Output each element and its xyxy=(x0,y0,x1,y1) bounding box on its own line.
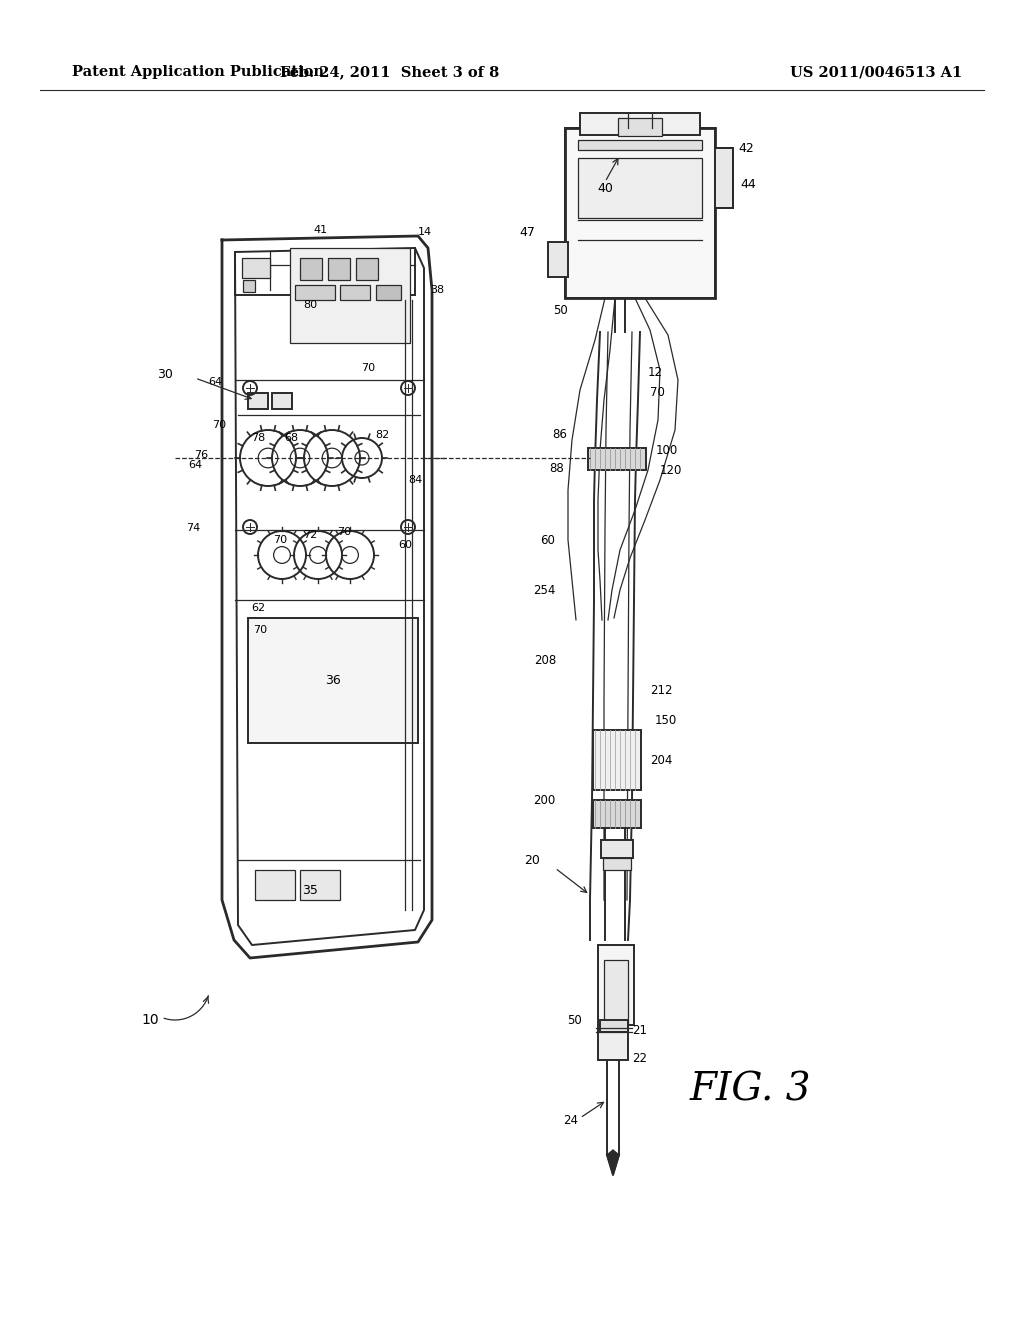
Text: 12: 12 xyxy=(648,366,663,379)
Text: 254: 254 xyxy=(534,583,556,597)
Bar xyxy=(243,280,255,292)
Text: 60: 60 xyxy=(398,540,412,550)
Bar xyxy=(328,257,350,280)
Text: 70: 70 xyxy=(253,624,267,635)
Bar xyxy=(578,158,702,218)
Bar xyxy=(580,114,700,135)
Text: 64: 64 xyxy=(187,459,202,470)
Text: 21: 21 xyxy=(632,1023,647,1036)
Bar xyxy=(356,257,378,280)
Text: Feb. 24, 2011  Sheet 3 of 8: Feb. 24, 2011 Sheet 3 of 8 xyxy=(281,65,500,79)
Text: 42: 42 xyxy=(738,141,754,154)
Text: 84: 84 xyxy=(408,475,422,484)
Bar xyxy=(593,800,641,828)
Text: 78: 78 xyxy=(251,433,265,444)
Text: 36: 36 xyxy=(326,673,341,686)
Text: 40: 40 xyxy=(597,181,613,194)
Text: Patent Application Publication: Patent Application Publication xyxy=(72,65,324,79)
Text: 150: 150 xyxy=(655,714,677,726)
Text: 50: 50 xyxy=(553,304,568,317)
Text: 204: 204 xyxy=(650,754,673,767)
Text: 24: 24 xyxy=(563,1114,578,1126)
Bar xyxy=(593,730,641,789)
Bar xyxy=(601,840,633,858)
Bar xyxy=(600,1020,628,1032)
Text: 47: 47 xyxy=(519,226,535,239)
Bar xyxy=(376,285,401,300)
Text: FIG. 3: FIG. 3 xyxy=(690,1072,811,1109)
Text: 60: 60 xyxy=(540,533,555,546)
Bar xyxy=(548,242,568,277)
Text: 76: 76 xyxy=(194,450,208,459)
Bar xyxy=(290,248,410,343)
Text: 35: 35 xyxy=(302,883,317,896)
Bar xyxy=(242,257,270,279)
Text: 20: 20 xyxy=(524,854,540,866)
Bar xyxy=(603,858,631,870)
Text: 30: 30 xyxy=(157,368,173,381)
Text: 38: 38 xyxy=(430,285,444,294)
Bar xyxy=(255,870,295,900)
Text: 88: 88 xyxy=(549,462,564,474)
Text: 62: 62 xyxy=(251,603,265,612)
Bar xyxy=(618,117,662,136)
Text: 80: 80 xyxy=(303,300,317,310)
Text: 200: 200 xyxy=(532,793,555,807)
Text: US 2011/0046513 A1: US 2011/0046513 A1 xyxy=(790,65,963,79)
Bar xyxy=(248,393,268,409)
Text: 72: 72 xyxy=(303,531,317,540)
Bar xyxy=(598,1026,628,1060)
Bar xyxy=(295,285,335,300)
Bar xyxy=(715,148,733,209)
Bar xyxy=(604,960,628,1026)
Text: 68: 68 xyxy=(284,433,298,444)
Bar xyxy=(248,618,418,743)
Text: 22: 22 xyxy=(632,1052,647,1064)
Text: 212: 212 xyxy=(650,684,673,697)
Text: 86: 86 xyxy=(552,429,567,441)
Text: 208: 208 xyxy=(534,653,556,667)
Bar xyxy=(565,128,715,298)
Text: 74: 74 xyxy=(185,523,200,533)
Bar xyxy=(565,128,715,298)
Text: 70: 70 xyxy=(650,385,665,399)
Text: 41: 41 xyxy=(313,224,327,235)
Bar xyxy=(272,393,292,409)
Bar xyxy=(588,447,646,470)
Text: 50: 50 xyxy=(567,1014,582,1027)
Text: 10: 10 xyxy=(141,1012,159,1027)
Text: 70: 70 xyxy=(273,535,287,545)
Bar xyxy=(300,257,322,280)
Text: 64: 64 xyxy=(208,378,222,387)
Bar xyxy=(578,140,702,150)
Text: 82: 82 xyxy=(375,430,389,440)
Text: 70: 70 xyxy=(360,363,375,374)
Text: 44: 44 xyxy=(740,178,756,191)
Bar xyxy=(340,285,370,300)
Text: 14: 14 xyxy=(418,227,432,238)
Polygon shape xyxy=(607,1150,618,1175)
Bar xyxy=(300,870,340,900)
Bar xyxy=(598,945,634,1026)
Text: 120: 120 xyxy=(660,463,682,477)
Text: 100: 100 xyxy=(656,444,678,457)
Text: 70: 70 xyxy=(337,527,351,537)
Text: 70: 70 xyxy=(212,420,226,430)
